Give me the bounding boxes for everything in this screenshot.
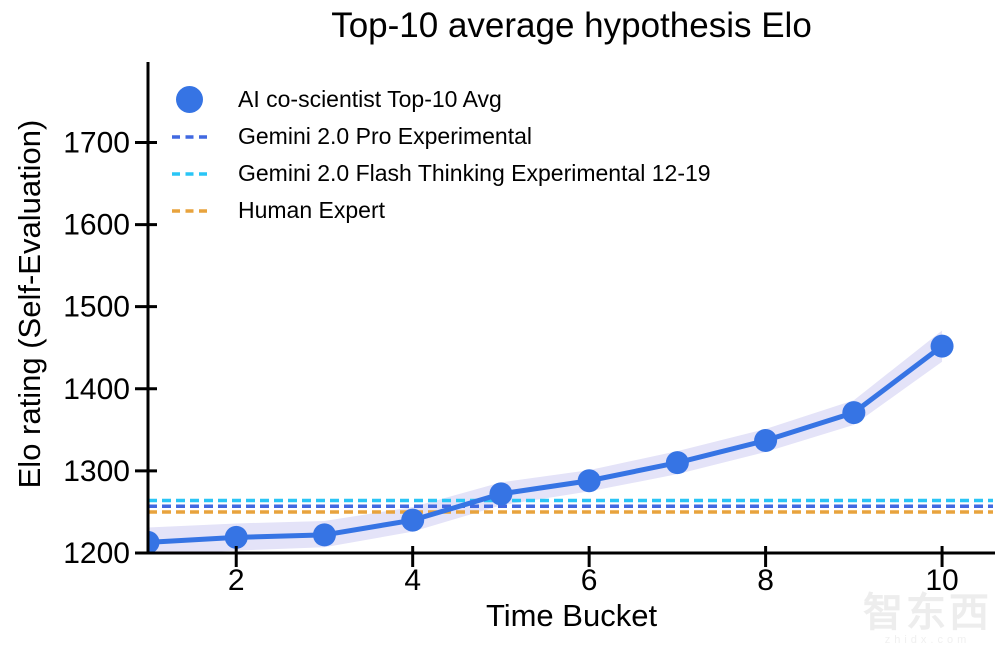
- x-tick-label: 6: [581, 564, 598, 597]
- series-line: [148, 343, 945, 545]
- data-point-marker-2: [224, 525, 248, 549]
- x-tick-label: 10: [925, 564, 958, 597]
- x-tick-label: 2: [228, 564, 245, 597]
- legend-marker-dashed-line-icon: [172, 134, 210, 139]
- data-point-marker-1: [148, 530, 160, 553]
- data-point-marker-8: [754, 429, 778, 453]
- x-tick-label: 8: [757, 564, 774, 597]
- legend-marker-circle-icon: [176, 86, 203, 113]
- data-point-marker-6: [577, 469, 601, 493]
- watermark-logo: 智东西 zhidx.com: [863, 592, 992, 646]
- legend-item-ai-coscientist: AI co-scientist Top-10 Avg: [166, 81, 711, 118]
- legend-item-label: AI co-scientist Top-10 Avg: [238, 86, 502, 112]
- legend-item-human-expert: Human Expert: [166, 192, 711, 229]
- y-tick-label: 1300: [63, 455, 130, 488]
- data-point-marker-9: [842, 401, 866, 425]
- x-tick-label: 4: [404, 564, 421, 597]
- x-axis-label: Time Bucket: [485, 598, 658, 633]
- legend-item-label: Gemini 2.0 Flash Thinking Experimental 1…: [238, 160, 711, 186]
- legend-item-gemini-flash-thinking: Gemini 2.0 Flash Thinking Experimental 1…: [166, 155, 711, 192]
- watermark-text: 智东西: [863, 591, 992, 635]
- data-point-marker-5: [489, 482, 513, 506]
- y-tick-label: 1200: [63, 537, 130, 570]
- legend-marker-dashed-line-icon: [172, 171, 210, 176]
- y-tick-label: 1400: [63, 373, 130, 406]
- legend-marker-dashed-line-icon: [172, 208, 210, 213]
- watermark-subtext: zhidx.com: [884, 634, 971, 646]
- y-tick-label: 1500: [63, 291, 130, 324]
- data-point-marker-10: [930, 334, 954, 358]
- legend: AI co-scientist Top-10 Avg Gemini 2.0 Pr…: [166, 81, 711, 229]
- legend-item-label: Gemini 2.0 Pro Experimental: [238, 123, 533, 149]
- confidence-band: [148, 330, 943, 553]
- y-tick-label: 1700: [63, 126, 130, 159]
- y-tick-label: 1600: [63, 209, 130, 242]
- legend-item-label: Human Expert: [238, 197, 386, 223]
- data-point-marker-3: [312, 523, 336, 547]
- data-point-marker-7: [665, 451, 689, 475]
- data-point-marker-4: [401, 508, 425, 532]
- legend-item-gemini-pro: Gemini 2.0 Pro Experimental: [166, 118, 711, 155]
- chart-title: Top-10 average hypothesis Elo: [331, 6, 812, 45]
